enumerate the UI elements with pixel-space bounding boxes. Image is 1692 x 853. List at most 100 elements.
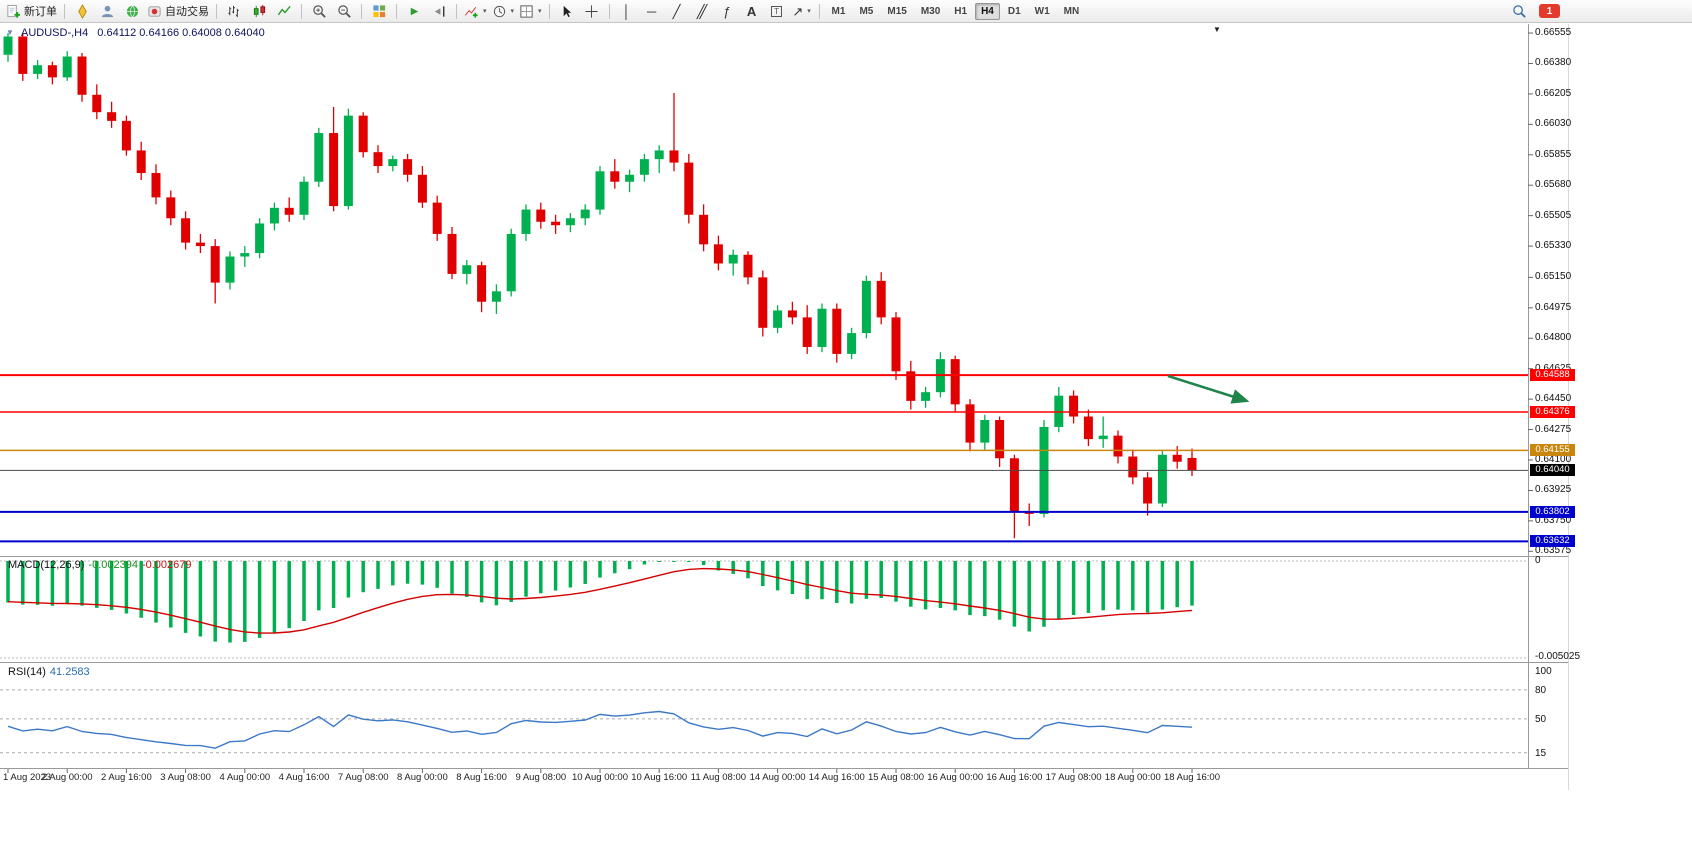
candle-body — [1143, 477, 1153, 504]
bar-chart-mode-button[interactable] — [222, 1, 246, 21]
candle-body — [343, 115, 353, 207]
candle-body — [1083, 416, 1093, 440]
toolbar-separator — [456, 3, 457, 19]
timeframe-button-M15[interactable]: M15 — [887, 5, 907, 17]
timeframe-button-M5[interactable]: M5 — [859, 5, 874, 17]
candle-body — [728, 254, 738, 264]
timeframe-button-W1[interactable]: W1 — [1034, 5, 1050, 17]
navigator-icon — [126, 5, 138, 17]
zoom-out-button[interactable] — [332, 1, 356, 21]
candle-body — [595, 171, 605, 210]
rsi-line — [7, 710, 1193, 749]
search-icon — [1512, 4, 1526, 18]
fibonacci-tool[interactable]: ƒ — [715, 1, 739, 21]
rsi-name: RSI(14) — [8, 666, 46, 678]
vertical-line-tool[interactable]: │ — [615, 1, 639, 21]
autotrading-label: 自动交易 — [165, 6, 209, 18]
chart-shift-button[interactable] — [427, 1, 451, 21]
candle-body — [1187, 457, 1197, 471]
periods-button[interactable]: ▾ — [490, 1, 517, 21]
text-label-tool[interactable]: T — [765, 1, 789, 21]
timeframe-button-D1[interactable]: D1 — [1007, 5, 1021, 17]
candle-body — [1009, 458, 1019, 513]
candle-body — [536, 209, 546, 222]
candle-body — [610, 171, 620, 182]
crosshair-tool-button[interactable] — [580, 1, 604, 21]
chevron-down-icon: ▾ — [510, 8, 515, 15]
candle-body — [299, 181, 309, 215]
candle-body — [255, 223, 265, 254]
tile-windows-icon — [372, 4, 385, 17]
toolbar-right-group: 1 — [1507, 1, 1560, 21]
candle-body — [1157, 454, 1167, 504]
channel-icon: ╱╱ — [696, 3, 707, 19]
channel-tool[interactable]: ╱╱ — [690, 1, 714, 21]
template-grid-icon — [520, 4, 533, 18]
notification-badge[interactable]: 1 — [1539, 4, 1560, 18]
indicators-icon — [465, 6, 478, 18]
timeframe-button-M30[interactable]: M30 — [920, 5, 941, 17]
autotrading-button[interactable]: 自动交易 — [145, 1, 211, 21]
navigator-button[interactable] — [120, 1, 144, 21]
candle-body — [699, 214, 709, 245]
timeframe-button-MN[interactable]: MN — [1063, 5, 1080, 17]
zoom-in-button[interactable] — [307, 1, 331, 21]
trend-arrow-annotation[interactable] — [1167, 374, 1250, 404]
candle-body — [787, 310, 797, 318]
candle-body — [713, 244, 723, 264]
candle-body — [195, 242, 205, 247]
arrows-tool[interactable]: ↗ ▾ — [790, 1, 814, 21]
toolbar-separator — [548, 3, 550, 19]
candle-body — [847, 333, 857, 354]
auto-scroll-icon — [410, 7, 418, 15]
indicators-button[interactable]: ▾ — [462, 1, 489, 21]
cursor-tool-button[interactable] — [555, 1, 579, 21]
candle-body — [551, 221, 561, 226]
vertical-line-icon: │ — [622, 3, 631, 19]
candle-body — [669, 150, 679, 163]
candle-body — [891, 317, 901, 372]
horizontal-line-tool[interactable]: ─ — [640, 1, 664, 21]
candle-body — [832, 308, 842, 354]
new-order-label: 新订单 — [24, 6, 57, 18]
candle-body — [181, 218, 191, 243]
zoom-out-icon — [337, 4, 351, 18]
candle-body — [876, 280, 886, 318]
new-order-button[interactable]: 新订单 — [4, 1, 59, 21]
candle-body — [861, 280, 871, 334]
line-chart-mode-button[interactable] — [272, 1, 296, 21]
text-tool[interactable]: A — [740, 1, 764, 21]
macd-main-value: -0.002394 — [88, 559, 138, 571]
candle-body — [225, 256, 235, 283]
tile-windows-button[interactable] — [367, 1, 391, 21]
search-button[interactable] — [1507, 1, 1531, 21]
timeframe-toolbar: M1 M5 M15 M30 H1 H4 D1 W1 MN — [825, 2, 1087, 20]
candle-body — [921, 392, 931, 401]
candle-body — [743, 254, 753, 278]
one-click-trading-toggle[interactable]: ▼ — [6, 28, 14, 37]
chevron-down-icon: ▾ — [538, 8, 542, 15]
candle-body — [1172, 454, 1182, 462]
candle-body — [314, 133, 324, 182]
candle-body — [995, 420, 1005, 459]
candle-body — [580, 209, 590, 219]
timeframe-button-M1[interactable]: M1 — [831, 5, 846, 17]
candle-body — [358, 115, 368, 153]
candle-body — [329, 133, 339, 207]
profile-button[interactable] — [95, 1, 119, 21]
candle-body — [477, 265, 487, 302]
templates-button[interactable]: ▾ — [517, 1, 544, 21]
timeframe-button-H4[interactable]: H4 — [975, 2, 1000, 20]
auto-scroll-button[interactable] — [402, 1, 426, 21]
candle-body — [491, 291, 501, 302]
candlestick-mode-button[interactable] — [247, 1, 271, 21]
text-icon: A — [746, 3, 757, 19]
timeframe-button-H1[interactable]: H1 — [954, 5, 968, 17]
chart-shift-marker[interactable]: ▼ — [1213, 25, 1221, 34]
trendline-tool[interactable]: ╱ — [665, 1, 689, 21]
candle-body — [269, 207, 279, 224]
market-watch-button[interactable] — [70, 1, 94, 21]
candle-body — [92, 94, 102, 113]
candle-body — [950, 359, 960, 405]
candle-body — [1128, 456, 1138, 478]
